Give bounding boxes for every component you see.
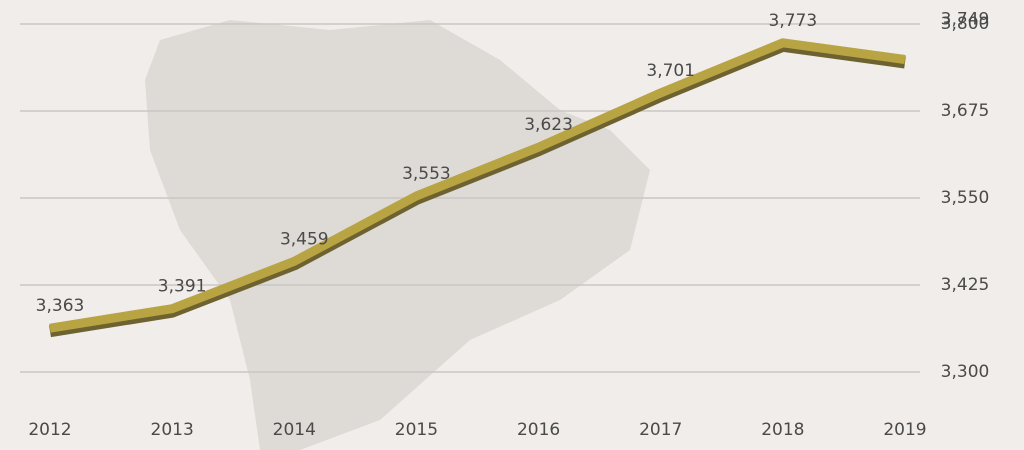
y-tick-label: 3,800: [941, 14, 990, 34]
y-tick-label: 3,425: [941, 275, 990, 295]
x-tick-label: 2019: [883, 420, 926, 440]
data-label: 3,391: [158, 277, 207, 297]
line: [49, 38, 906, 333]
data-label: 3,363: [36, 296, 85, 316]
y-tick-label: 3,550: [941, 188, 990, 208]
x-tick-label: 2016: [517, 420, 560, 440]
x-tick-label: 2012: [28, 420, 71, 440]
x-tick-label: 2013: [151, 420, 194, 440]
x-tick-label: 2014: [273, 420, 316, 440]
data-label: 3,749: [941, 9, 990, 29]
data-label: 3,701: [646, 61, 695, 81]
data-label: 3,459: [280, 229, 329, 249]
x-tick-label: 2017: [639, 420, 682, 440]
y-tick-label: 3,675: [941, 101, 990, 121]
x-tick-label: 2018: [761, 420, 804, 440]
data-label: 3,773: [769, 11, 818, 31]
data-label: 3,553: [402, 164, 451, 184]
map-shape: [145, 20, 650, 450]
y-tick-label: 3,300: [941, 362, 990, 382]
data-label: 3,623: [524, 115, 573, 135]
x-tick-label: 2015: [395, 420, 438, 440]
